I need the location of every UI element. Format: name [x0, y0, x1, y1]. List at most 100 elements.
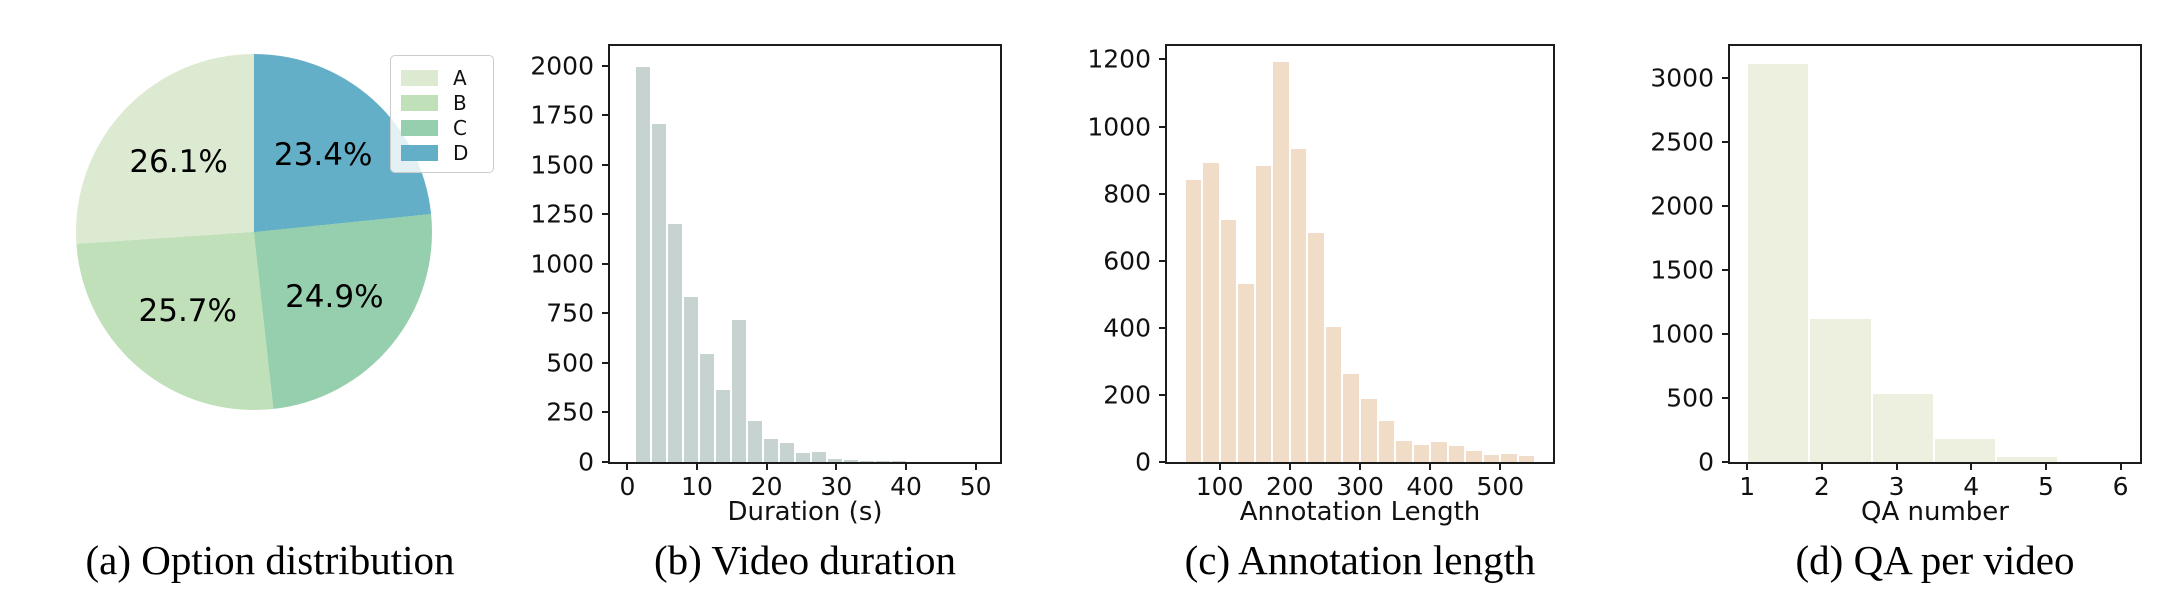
- histogram-bar: [1482, 453, 1501, 462]
- histogram-bar: [1395, 440, 1413, 462]
- legend-item: C: [401, 115, 483, 140]
- x-tick-label: 400: [1406, 472, 1455, 501]
- histogram-bar: [1447, 444, 1466, 462]
- legend-swatch-b: [401, 94, 438, 111]
- y-tick-mark: [1722, 141, 1730, 143]
- histogram-bar: [1517, 455, 1536, 462]
- y-tick-label: 1500: [530, 150, 594, 180]
- histogram-bar: [635, 65, 652, 462]
- histogram-bar: [1377, 420, 1396, 462]
- video-duration-plot: 0 250 500 750 1000 1250 1500 1750 2000 0 10 20 30 40 5…: [530, 44, 1002, 499]
- y-tick-mark: [1722, 461, 1730, 463]
- x-axis-label-duration: Duration (s): [727, 497, 883, 527]
- legend-label: C: [453, 115, 467, 140]
- histogram-bar: [875, 459, 892, 462]
- x-tick-label: 2: [1813, 472, 1830, 501]
- histogram-bar: [1184, 178, 1203, 462]
- x-tick-label: 5: [2037, 472, 2054, 501]
- y-tick-mark: [1159, 461, 1167, 463]
- histogram-bar: [891, 459, 908, 462]
- legend-label: A: [453, 65, 467, 90]
- x-tick-mark: [1820, 462, 1823, 470]
- y-tick-mark: [1722, 76, 1730, 79]
- x-tick-mark: [835, 462, 838, 470]
- x-tick-label: 200: [1265, 472, 1314, 501]
- x-tick-mark: [1288, 462, 1291, 470]
- y-tick-mark: [602, 114, 610, 117]
- histogram-bar: [1412, 443, 1431, 462]
- y-tick-label: 1200: [1087, 44, 1151, 74]
- histogram-bar: [651, 123, 668, 462]
- histogram-bar: [699, 353, 716, 462]
- x-tick-label: 3: [1888, 472, 1905, 501]
- histogram-bar: [1871, 392, 1934, 462]
- histogram-bar: [1202, 161, 1220, 462]
- x-tick-label: 40: [890, 472, 922, 501]
- legend-swatch-d: [401, 144, 438, 161]
- histogram-bar: [1465, 450, 1483, 462]
- x-tick-mark: [1429, 462, 1432, 470]
- histogram-bar: [779, 442, 796, 462]
- x-tick-mark: [2044, 462, 2047, 470]
- histogram-bar: [1430, 441, 1448, 462]
- y-tick-label: 0: [1698, 447, 1714, 477]
- y-tick-mark: [602, 312, 610, 315]
- legend-label: D: [453, 140, 469, 165]
- x-tick-label: 1: [1739, 472, 1756, 501]
- x-tick-mark: [904, 462, 907, 470]
- x-tick-mark: [1970, 462, 1973, 470]
- x-axis-label-annotation-length: Annotation Length: [1239, 497, 1481, 527]
- x-tick-label: 6: [2112, 472, 2129, 501]
- legend-item: B: [401, 90, 483, 115]
- x-tick-label: 10: [681, 472, 713, 501]
- y-tick-mark: [1722, 396, 1730, 399]
- y-tick-label: 500: [546, 348, 594, 378]
- histogram-bar: [1809, 318, 1872, 462]
- x-tick-label: 50: [959, 472, 992, 501]
- histogram-bar: [1289, 148, 1308, 462]
- y-tick-mark: [602, 163, 610, 166]
- histogram-bar: [1254, 165, 1273, 462]
- legend-label: B: [453, 90, 467, 115]
- caption-option-distribution: (a) Option distribution: [85, 537, 455, 583]
- pie-percent-label: 25.7%: [138, 293, 237, 330]
- y-tick-label: 250: [546, 397, 594, 427]
- histogram-bar: [1307, 232, 1325, 462]
- y-tick-mark: [602, 411, 610, 414]
- histogram-bar: [1996, 456, 2059, 462]
- x-tick-mark: [1218, 462, 1221, 470]
- histogram-bar: [763, 438, 780, 462]
- histogram-bar: [1360, 398, 1378, 462]
- y-tick-mark: [1159, 259, 1167, 262]
- y-tick-label: 1250: [530, 199, 594, 229]
- legend-swatch-a: [401, 69, 438, 86]
- y-tick-label: 200: [1103, 380, 1151, 410]
- histogram-bar: [827, 458, 844, 462]
- histogram-bar: [715, 388, 732, 462]
- x-tick-mark: [765, 462, 768, 470]
- y-tick-label: 1000: [1650, 319, 1714, 349]
- y-tick-mark: [602, 64, 610, 67]
- y-tick-label: 0: [1135, 447, 1151, 477]
- histogram-bar: [1272, 61, 1290, 462]
- y-tick-label: 1000: [1087, 112, 1151, 142]
- caption-video-duration: (b) Video duration: [654, 537, 956, 583]
- histogram-bar: [1933, 437, 1997, 462]
- caption-annotation-length: (c) Annotation length: [1184, 537, 1536, 583]
- histogram-bar: [1237, 282, 1255, 462]
- y-tick-mark: [602, 461, 610, 463]
- histogram-bar: [843, 459, 860, 462]
- legend-item: A: [401, 65, 483, 90]
- y-tick-label: 750: [546, 298, 594, 328]
- y-tick-mark: [602, 213, 610, 216]
- pie-percent-label: 23.4%: [273, 137, 373, 174]
- y-tick-mark: [1159, 125, 1167, 128]
- y-tick-label: 1500: [1650, 255, 1714, 285]
- histogram-bar: [811, 450, 828, 462]
- histogram-bar: [795, 452, 812, 462]
- x-tick-label: 4: [1963, 472, 1980, 501]
- histogram-bar: [1342, 373, 1360, 462]
- x-tick-label: 100: [1195, 472, 1244, 501]
- histogram-bar: [1747, 62, 1810, 462]
